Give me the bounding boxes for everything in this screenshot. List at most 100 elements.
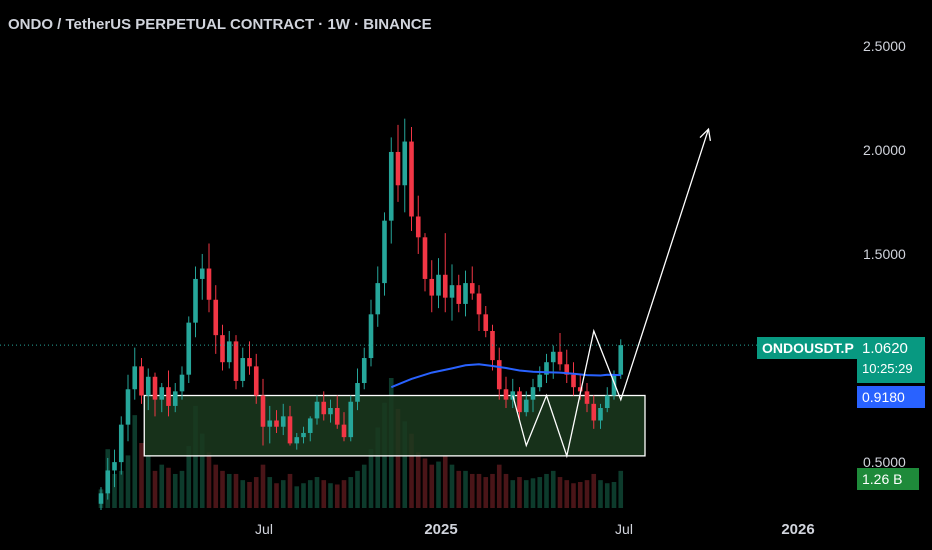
- volume-bar: [375, 427, 381, 508]
- last-price-tag: 1.0620 10:25:29: [857, 337, 925, 383]
- volume-bar: [409, 433, 414, 508]
- ma-value-tag: 0.9180: [857, 386, 925, 408]
- volume-bar: [334, 484, 340, 508]
- candle-body: [118, 424, 124, 463]
- volume-value-tag: 1.26 B: [857, 468, 919, 490]
- volume-bar: [341, 480, 347, 508]
- volume-bar: [112, 473, 117, 508]
- moving-average-line: [390, 363, 621, 389]
- volume-bar: [132, 415, 138, 508]
- volume-bar: [307, 480, 313, 508]
- volume-bar: [159, 464, 165, 508]
- symbol-label: ONDOUSDT.P: [762, 340, 854, 356]
- candle-body: [517, 391, 522, 413]
- volume-bar: [449, 464, 455, 508]
- volume-bar: [463, 470, 468, 508]
- volume-bar: [571, 483, 576, 508]
- candle-body: [186, 322, 192, 375]
- volume-bar: [253, 477, 259, 508]
- candle-body: [105, 470, 111, 494]
- candle-body: [139, 366, 144, 396]
- volume-bar: [274, 483, 279, 508]
- volume-bar: [368, 449, 374, 508]
- candle-body: [571, 374, 576, 388]
- axes: 2.5000 2.0000 1.5000 0.5000 Jul 2025 Jul 2026: [0, 38, 906, 538]
- candle-body: [166, 387, 171, 406]
- y-tick-label: 0.5000: [863, 454, 906, 470]
- volume-bar: [577, 482, 583, 508]
- x-tick-label: 2026: [781, 521, 814, 538]
- volume-bar: [442, 455, 448, 508]
- volume-bar: [145, 455, 151, 508]
- candle-body: [496, 360, 502, 390]
- volume-value: 1.26 B: [862, 471, 903, 487]
- volume-bar: [348, 477, 354, 508]
- volume-bar: [402, 421, 408, 508]
- chart-title: ONDO / TetherUS PERPETUAL CONTRACT · 1W …: [8, 16, 432, 33]
- volume-bar: [476, 473, 482, 508]
- volume-bar: [166, 467, 171, 508]
- volume-bar: [213, 464, 219, 508]
- candle-body: [125, 389, 131, 425]
- volume-bar: [152, 470, 158, 508]
- candle-body: [294, 437, 300, 444]
- volume-bar: [429, 464, 435, 508]
- candle-body: [530, 387, 536, 400]
- volume-bar: [550, 470, 556, 508]
- volume-bar: [611, 482, 617, 508]
- volume-bar: [220, 470, 225, 508]
- volume-bar: [564, 480, 570, 508]
- candle-body: [442, 274, 448, 298]
- y-tick-label: 2.5000: [863, 38, 906, 54]
- volume-bar: [415, 452, 421, 508]
- volume-bar: [510, 480, 516, 508]
- candle-body: [213, 299, 219, 336]
- volume-bar: [328, 483, 333, 508]
- volume-bar: [490, 473, 495, 508]
- candle-body: [449, 285, 455, 298]
- candle-body: [409, 141, 414, 217]
- candle-body: [226, 341, 232, 363]
- volume-bar: [598, 480, 603, 508]
- volume-bar: [301, 483, 306, 508]
- volume-bar: [172, 473, 178, 508]
- candle-body: [402, 141, 408, 186]
- volume-bar: [240, 480, 246, 508]
- volume-bar: [557, 477, 563, 508]
- candle-body: [436, 274, 441, 296]
- volume-bar: [118, 470, 124, 508]
- candle-body: [253, 366, 259, 396]
- candle-body: [280, 416, 286, 427]
- volume-bar: [361, 464, 367, 508]
- volume-bar: [139, 443, 144, 508]
- volume-bar: [193, 405, 198, 508]
- candle-body: [598, 408, 603, 421]
- candle-body: [112, 462, 117, 471]
- candle-body: [604, 395, 610, 408]
- candle-body: [544, 362, 549, 375]
- y-tick-label: 2.0000: [863, 142, 906, 158]
- candle-body: [503, 389, 509, 400]
- volume-bar: [294, 486, 300, 508]
- volume-bar: [604, 483, 610, 508]
- volume-bar: [456, 470, 462, 508]
- candle-body: [577, 387, 583, 392]
- candle-body: [172, 391, 178, 406]
- candle-body: [247, 358, 252, 367]
- candle-body: [179, 374, 185, 392]
- candle-body: [429, 278, 435, 296]
- candle-body: [274, 420, 279, 427]
- volume-bars: [98, 378, 624, 508]
- volume-bar: [233, 473, 239, 508]
- candle-body: [550, 351, 556, 363]
- candle-body: [206, 268, 212, 300]
- support-zone-box: [143, 394, 646, 457]
- ma-path: [390, 363, 621, 389]
- volume-bar: [422, 458, 428, 508]
- candle-body: [415, 216, 421, 238]
- candle-body: [199, 268, 205, 279]
- volume-bar: [537, 477, 543, 508]
- volume-bar: [267, 477, 273, 508]
- candle-body: [267, 420, 273, 427]
